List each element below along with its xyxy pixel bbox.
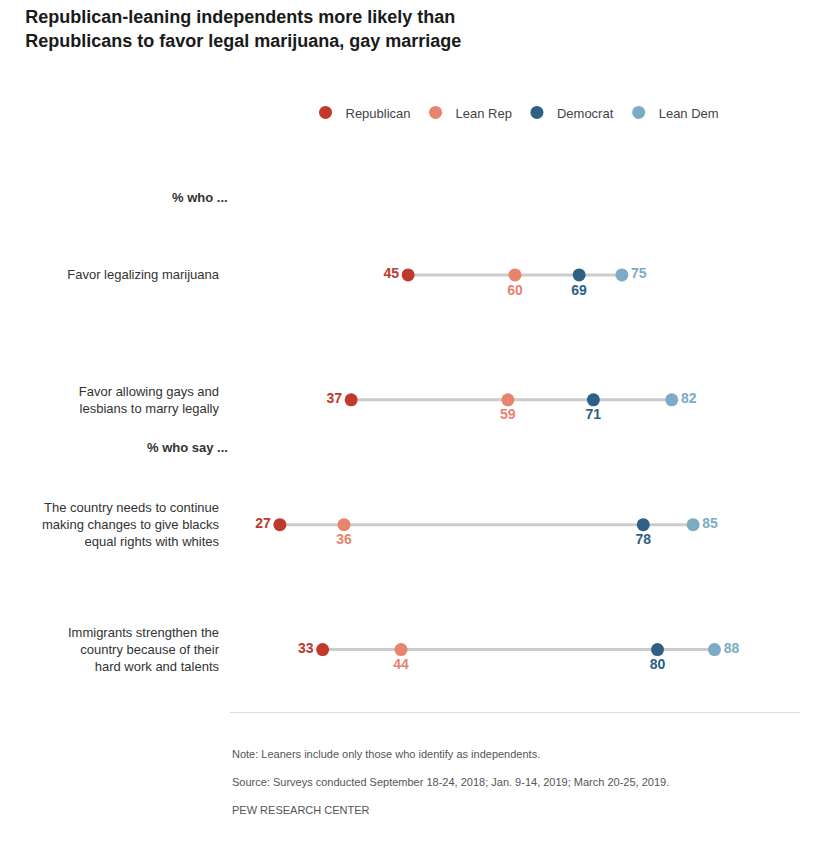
- svg-text:71: 71: [586, 406, 602, 422]
- svg-text:75: 75: [631, 265, 647, 281]
- svg-text:The country needs to continuem: The country needs to continuemaking chan…: [42, 500, 220, 549]
- svg-text:% who ...: % who ...: [172, 190, 228, 205]
- svg-text:% who say ...: % who say ...: [147, 440, 228, 455]
- svg-text:45: 45: [383, 265, 399, 281]
- svg-text:44: 44: [393, 656, 409, 672]
- svg-text:Favor allowing gays andlesbian: Favor allowing gays andlesbians to marry…: [79, 384, 220, 416]
- svg-text:59: 59: [500, 406, 516, 422]
- svg-text:36: 36: [336, 531, 352, 547]
- svg-text:80: 80: [650, 656, 666, 672]
- svg-text:33: 33: [298, 640, 314, 656]
- svg-text:27: 27: [255, 515, 271, 531]
- svg-text:37: 37: [326, 390, 342, 406]
- svg-text:88: 88: [724, 640, 740, 656]
- svg-text:PEW RESEARCH CENTER: PEW RESEARCH CENTER: [232, 804, 370, 816]
- svg-text:Immigrants strengthen thecount: Immigrants strengthen thecountry because…: [68, 625, 220, 674]
- svg-text:85: 85: [702, 515, 718, 531]
- svg-text:Lean Dem: Lean Dem: [659, 106, 719, 121]
- svg-text:82: 82: [681, 390, 697, 406]
- svg-text:Note: Leaners include only tho: Note: Leaners include only those who ide…: [232, 748, 540, 760]
- svg-text:Favor legalizing marijuana: Favor legalizing marijuana: [67, 267, 220, 282]
- svg-text:60: 60: [507, 282, 523, 298]
- svg-text:78: 78: [635, 531, 651, 547]
- svg-text:Source: Surveys conducted Sept: Source: Surveys conducted September 18-2…: [232, 776, 669, 788]
- svg-text:69: 69: [571, 282, 587, 298]
- svg-text:Republican-leaning independent: Republican-leaning independents more lik…: [25, 7, 461, 50]
- svg-text:Lean Rep: Lean Rep: [456, 106, 512, 121]
- svg-text:Republican: Republican: [346, 106, 411, 121]
- svg-text:Democrat: Democrat: [557, 106, 614, 121]
